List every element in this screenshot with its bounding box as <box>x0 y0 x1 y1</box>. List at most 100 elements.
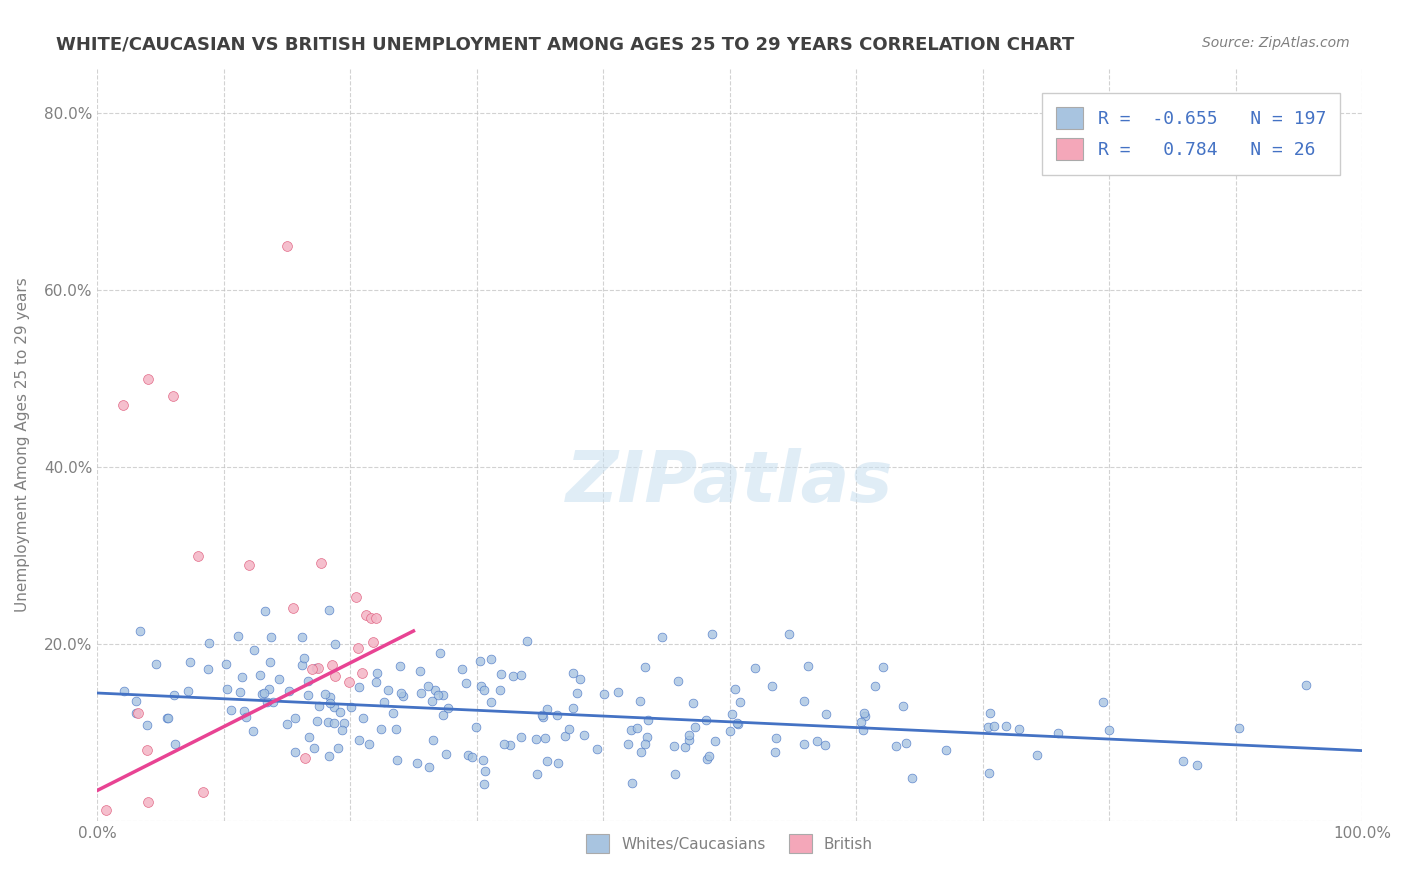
Point <box>385 753 408 767</box>
Point <box>301 662 323 676</box>
Point <box>277 684 299 698</box>
Point <box>125 706 148 721</box>
Point <box>357 737 380 751</box>
Point <box>683 720 706 734</box>
Point <box>695 713 717 727</box>
Point <box>350 666 373 681</box>
Point <box>373 695 395 709</box>
Point <box>977 766 1000 780</box>
Point <box>479 695 502 709</box>
Point <box>197 661 219 675</box>
Point <box>637 713 659 727</box>
Point <box>127 706 149 720</box>
Point <box>546 707 568 722</box>
Point <box>562 701 585 715</box>
Point <box>637 730 659 744</box>
Point <box>156 711 179 725</box>
Point <box>593 688 616 702</box>
Point <box>509 730 531 744</box>
Point <box>314 687 336 701</box>
Point <box>319 690 342 705</box>
Point <box>364 675 387 690</box>
Point <box>884 739 907 753</box>
Point <box>304 741 326 756</box>
Point <box>323 637 346 651</box>
Point <box>291 658 314 673</box>
Point <box>162 689 184 703</box>
Point <box>96 803 118 817</box>
Point <box>634 659 657 673</box>
Point <box>354 608 377 623</box>
Point <box>129 624 152 638</box>
Point <box>298 731 321 745</box>
Point <box>461 750 484 764</box>
Point <box>305 661 328 675</box>
Point <box>136 371 159 385</box>
Point <box>470 653 492 667</box>
Point <box>340 700 363 714</box>
Point <box>179 656 201 670</box>
Point <box>276 238 298 252</box>
Point <box>454 676 477 690</box>
Point <box>322 700 344 714</box>
Point <box>872 659 894 673</box>
Point <box>254 604 277 618</box>
Point <box>607 685 630 699</box>
Point <box>250 687 273 701</box>
Point <box>494 737 516 751</box>
Point <box>682 697 704 711</box>
Point <box>422 733 444 747</box>
Point <box>162 389 184 403</box>
Point <box>744 661 766 675</box>
Point <box>678 733 700 747</box>
Point <box>187 549 209 563</box>
Point <box>464 720 486 734</box>
Point <box>111 398 134 412</box>
Point <box>531 709 554 723</box>
Point <box>256 695 278 709</box>
Point <box>502 669 524 683</box>
Point <box>352 711 374 725</box>
Point <box>360 611 382 625</box>
Point <box>291 630 314 644</box>
Point <box>994 719 1017 733</box>
Point <box>704 734 727 748</box>
Point <box>284 711 307 725</box>
Point <box>727 716 749 731</box>
Point <box>547 756 569 770</box>
Point <box>1295 678 1317 692</box>
Point <box>112 684 135 698</box>
Point <box>235 710 257 724</box>
Point <box>901 771 924 785</box>
Point <box>409 664 432 678</box>
Point <box>1008 722 1031 736</box>
Point <box>765 731 787 745</box>
Point <box>294 750 316 764</box>
Point <box>432 708 454 723</box>
Point <box>620 723 643 738</box>
Point <box>284 745 307 759</box>
Point <box>347 733 370 747</box>
Point <box>242 723 264 738</box>
Point <box>281 601 304 615</box>
Point <box>377 683 399 698</box>
Point <box>1171 754 1194 768</box>
Point <box>728 695 751 709</box>
Point <box>1047 726 1070 740</box>
Point <box>332 715 354 730</box>
Point <box>323 716 346 731</box>
Point <box>721 707 744 722</box>
Point <box>125 694 148 708</box>
Point <box>697 749 720 764</box>
Point <box>243 642 266 657</box>
Point <box>344 590 367 604</box>
Point <box>673 740 696 755</box>
Point <box>260 631 283 645</box>
Point <box>891 698 914 713</box>
Point <box>309 556 332 570</box>
Point <box>420 694 443 708</box>
Point <box>318 749 340 764</box>
Point <box>678 728 700 742</box>
Point <box>389 686 412 700</box>
Point <box>806 734 828 748</box>
